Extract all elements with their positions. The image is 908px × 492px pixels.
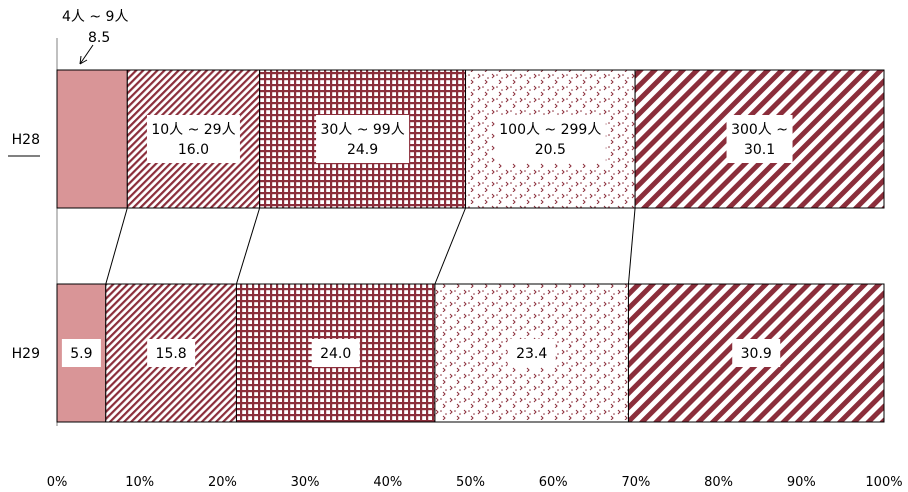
data-label-H29-1-box: [61, 339, 101, 367]
data-label-H28-1-value: 8.5: [88, 30, 110, 46]
x-tick-label: 20%: [208, 475, 237, 490]
data-label-H28-3-line-1: 30人 ~ 99人: [320, 122, 404, 138]
axes: [8, 38, 58, 426]
connector-line-2: [235, 207, 261, 285]
bars: [56, 69, 885, 423]
data-label-H29-2: 15.8: [147, 339, 196, 367]
data-label-H28-3-box: [316, 115, 410, 163]
data-label-H28-2-line-2: 16.0: [178, 142, 209, 158]
connector-line-3: [434, 207, 467, 285]
connector-line-1: [105, 207, 128, 285]
data-label-H29-5-box: [732, 339, 781, 367]
x-tick-label: 90%: [787, 475, 816, 490]
data-label-H28-5-line-2: 30.1: [744, 142, 775, 158]
data-label-H28-2-box: [146, 115, 240, 163]
x-tick-label: 70%: [621, 475, 650, 490]
x-tick-label: 0%: [47, 475, 68, 490]
x-tick-label: 30%: [291, 475, 320, 490]
data-label-H29-4-box: [507, 339, 556, 367]
data-label-H28-5-box: [726, 115, 793, 163]
data-label-H28-3-line-2: 24.9: [347, 142, 378, 158]
x-tick-label: 50%: [456, 475, 485, 490]
connector-line-4: [627, 207, 636, 285]
data-label-H28-5: 300人 ~ 30.1: [726, 115, 793, 163]
callout-arrow-head: [79, 55, 88, 65]
x-tick-label: 10%: [125, 475, 154, 490]
data-label-H29-5: 30.9: [732, 339, 781, 367]
data-label-H29-3-line-1: 24.0: [320, 346, 351, 362]
data-label-H29-3: 24.0: [311, 339, 360, 367]
data-label-H29-4-line-1: 23.4: [516, 346, 547, 362]
data-label-H29-1: 5.9: [61, 339, 101, 367]
data-label-H28-2-line-1: 10人 ~ 29人: [151, 122, 235, 138]
x-tick-labels: 0% 10% 20% 30% 40% 50% 60% 70% 80% 90% 100%: [47, 475, 903, 490]
x-tick-label: 40%: [373, 475, 402, 490]
data-label-H28-4-line-2: 20.5: [535, 142, 566, 158]
data-label-H29-4: 23.4: [507, 339, 556, 367]
data-label-H28-4-line-1: 100人 ~ 299人: [499, 122, 601, 138]
connector-lines: [105, 207, 636, 285]
data-label-H28-4-box: [494, 115, 606, 163]
data-label-H28-2: 10人 ~ 29人 16.0: [146, 115, 240, 163]
x-tick-label: 60%: [539, 475, 568, 490]
bar-segment-H28-1: [56, 69, 128, 209]
callout-arrow-line: [79, 44, 94, 65]
data-label-H29-5-line-1: 30.9: [741, 346, 772, 362]
category-label-H29: H29: [12, 346, 40, 362]
data-label-H28-5-line-1: 300人 ~: [731, 122, 788, 138]
data-label-H29-2-line-1: 15.8: [156, 346, 187, 362]
data-label-H28-3: 30人 ~ 99人 24.9: [316, 115, 410, 163]
data-label-H28-4: 100人 ~ 299人 20.5: [494, 115, 606, 163]
data-labels: H28 H29 10人 ~ 29人 16.0 30人 ~ 99人 24.9 100人 ~ 2…: [12, 9, 793, 367]
x-tick-label: 100%: [865, 475, 902, 490]
data-label-H29-2-box: [147, 339, 196, 367]
data-label-H29-1-line-1: 5.9: [70, 346, 92, 362]
x-tick-label: 80%: [704, 475, 733, 490]
data-label-H28-1-name: 4人 ~ 9人: [62, 9, 128, 25]
category-label-H28: H28: [12, 132, 40, 148]
data-label-H29-3-box: [311, 339, 360, 367]
